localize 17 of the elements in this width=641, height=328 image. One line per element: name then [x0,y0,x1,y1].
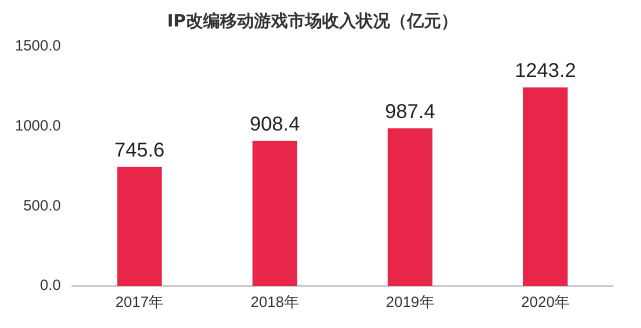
data-label: 908.4 [250,113,300,136]
bar [117,166,162,286]
x-tick-label: 2020年 [521,294,570,312]
x-tick-label: 2019年 [386,294,434,312]
chart-title: IP改编移动游戏市场收入状况（亿元） [167,12,458,32]
y-tick-label: 1000.0 [14,117,61,134]
bar [252,140,298,286]
bar [523,87,568,286]
y-tick-label: 500.0 [23,197,61,214]
y-tick-label: 1500.0 [14,38,61,55]
data-label: 1243.2 [514,60,576,82]
bar [388,128,432,286]
data-label: 987.4 [385,100,436,123]
data-label: 745.6 [114,139,165,162]
y-tick-label: 0.0 [40,277,61,294]
x-tick-label: 2017年 [115,294,164,312]
x-tick-label: 2018年 [250,294,299,312]
